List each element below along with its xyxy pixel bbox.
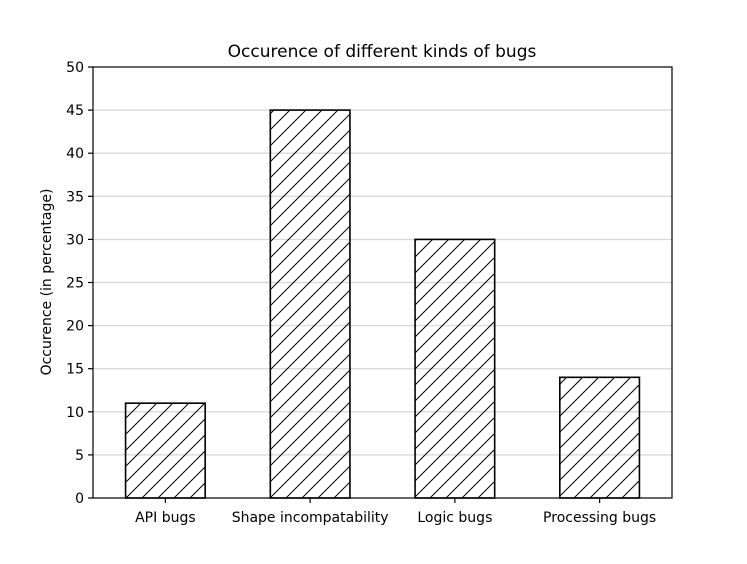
- y-tick-label: 0: [75, 491, 84, 507]
- y-tick-label: 10: [66, 405, 84, 421]
- x-tick-label: Processing bugs: [543, 510, 656, 526]
- bar: [559, 376, 641, 499]
- y-tick-label: 40: [66, 146, 84, 162]
- y-tick-label: 20: [66, 319, 84, 335]
- x-tick-label: API bugs: [135, 510, 196, 526]
- y-tick-label: 25: [66, 276, 84, 292]
- y-axis-title: Occurence (in percentage): [39, 189, 55, 376]
- bar: [124, 402, 206, 499]
- x-tick-label: Shape incompatability: [232, 510, 389, 526]
- y-tick-label: 30: [66, 232, 84, 248]
- axes: 0 5 10 15 20 25 30 35 40 45 50 API bugs Shape incomp…: [66, 60, 673, 526]
- bars: [124, 109, 641, 499]
- y-tick-label: 5: [75, 448, 84, 464]
- bar: [269, 109, 351, 499]
- y-tick-label: 15: [66, 362, 84, 378]
- y-tick-label: 35: [66, 189, 84, 205]
- chart-title: Occurence of different kinds of bugs: [228, 42, 537, 62]
- x-tick-label: Logic bugs: [417, 510, 492, 526]
- y-tick-label: 45: [66, 103, 84, 119]
- bar: [414, 238, 496, 499]
- y-tick-label: 50: [66, 60, 84, 76]
